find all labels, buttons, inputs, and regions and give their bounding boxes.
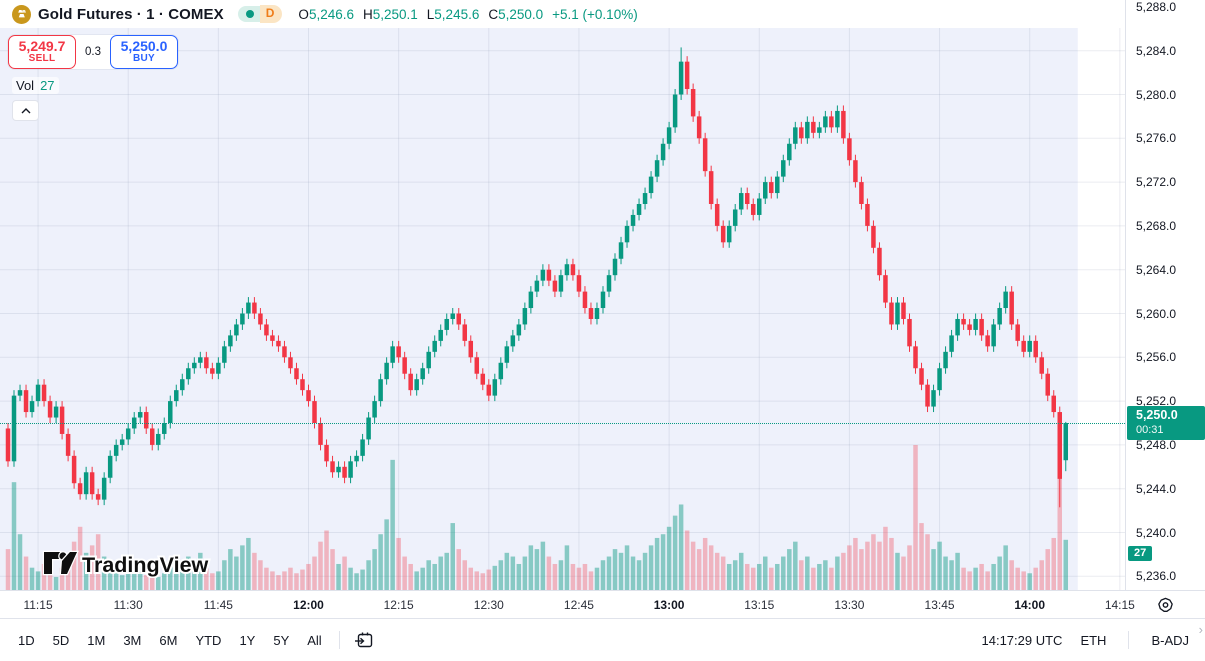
axis-settings-gear-icon[interactable] [1156,596,1175,619]
sell-button[interactable]: 5,249.7 SELL [8,35,76,69]
ohlc-values: O5,246.6 H5,250.1 L5,245.6 C5,250.0 +5.1… [298,6,638,22]
chevron-up-icon [21,107,30,113]
volume-indicator-row[interactable]: Vol 27 [12,77,59,94]
time-tick-label: 14:00 [1014,598,1046,612]
calendar-arrow-icon [354,632,372,648]
toolbar-divider [338,631,340,649]
time-tick-label: 11:45 [203,598,233,612]
range-button-YTD[interactable]: YTD [187,629,229,652]
range-button-All[interactable]: All [299,629,329,652]
current-price-line [0,423,1125,424]
chevron-right-icon[interactable]: › [1198,622,1203,637]
change-value: +5.1 (+0.10%) [552,6,638,22]
go-to-date-button[interactable] [348,628,380,652]
low-value: 5,245.6 [434,6,480,22]
volume-value: 27 [40,78,55,93]
price-tick-label: 5,240.0 [1136,525,1177,540]
bottom-toolbar: 1D 5D 1M 3M 6M YTD 1Y 5Y All 14:17:29 UTC ETH B-… [0,618,1205,661]
back-adjust-toggle[interactable]: B-ADJ [1151,632,1189,648]
price-tick-label: 5,280.0 [1136,87,1177,102]
price-tick-label: 5,248.0 [1136,437,1177,452]
toolbar-right-group: 14:17:29 UTC ETH B-ADJ [982,631,1205,649]
toolbar-divider [1128,631,1130,649]
time-tick-label: 12:15 [383,598,414,612]
range-button-5D[interactable]: 5D [45,629,78,652]
spread-value: 0.3 [85,46,101,58]
price-tick-label: 5,264.0 [1136,262,1177,277]
time-tick-label: 13:30 [834,598,865,612]
time-tick-label: 12:45 [563,598,594,612]
time-tick-label: 11:30 [113,598,143,612]
time-tick-label: 13:15 [744,598,775,612]
price-tick-label: 5,284.0 [1136,43,1177,58]
price-tick-label: 5,272.0 [1136,175,1177,190]
chart-header: Gold Futures · 1 · COMEX D O5,246.6 H5,2… [0,0,1125,28]
tradingview-watermark: TradingView [42,548,238,578]
price-tick-label: 5,288.0 [1136,0,1177,14]
market-status-pill[interactable]: D [237,5,283,23]
tradingview-logo-icon [42,550,79,576]
range-button-1Y[interactable]: 1Y [231,629,263,652]
time-tick-label: 13:45 [924,598,955,612]
range-button-6M[interactable]: 6M [151,629,185,652]
symbol-logo-icon[interactable] [12,4,31,24]
open-value: 5,246.6 [308,6,354,22]
price-tick-label: 5,252.0 [1136,394,1177,409]
price-tick-label: 5,268.0 [1136,218,1177,233]
collapse-panel-button[interactable] [12,100,39,121]
price-tick-label: 5,260.0 [1136,306,1177,321]
current-price-badge: 5,250.0 00:31 [1127,406,1205,441]
time-tick-label: 11:15 [23,598,53,612]
price-tick-label: 5,244.0 [1136,481,1177,496]
time-axis[interactable]: 11:15 11:30 11:45 12:00 12:15 12:30 12:45 13:00… [0,590,1205,618]
bar-countdown: 00:31 [1136,423,1164,436]
buy-price: 5,250.0 [120,38,168,55]
session-eth-toggle[interactable]: ETH [1080,632,1107,648]
volume-label: Vol [16,78,35,93]
range-button-5Y[interactable]: 5Y [265,629,297,652]
volume-axis-badge: 27 [1128,546,1153,561]
range-button-1M[interactable]: 1M [79,629,113,652]
time-tick-label: 12:30 [473,598,504,612]
trade-panel: 5,249.7 SELL 0.3 5,250.0 BUY [8,35,178,69]
current-price-value: 5,250.0 [1136,408,1178,422]
time-tick-label: 13:00 [653,598,685,612]
data-mode-badge[interactable]: D [259,5,283,23]
price-tick-label: 5,256.0 [1136,350,1177,365]
candlestick-chart[interactable] [0,0,1125,590]
close-value: 5,250.0 [498,6,544,22]
chart-pane[interactable]: TradingView [0,0,1125,590]
sell-price: 5,249.7 [18,38,66,55]
range-button-1D[interactable]: 1D [10,629,43,652]
range-buttons: 1D 5D 1M 3M 6M YTD 1Y 5Y All [0,629,331,652]
symbol-title[interactable]: Gold Futures · 1 · COMEX [38,5,224,23]
time-tick-label: 12:00 [293,598,324,612]
buy-button[interactable]: 5,250.0 BUY [110,35,178,69]
svg-text:TradingView: TradingView [82,553,209,577]
high-value: 5,250.1 [372,6,418,22]
price-axis[interactable]: 5,288.0 5,284.0 5,280.0 5,276.0 5,272.0 5,268… [1125,0,1205,590]
market-open-dot-icon [245,10,254,18]
clock-utc[interactable]: 14:17:29 UTC [981,632,1063,648]
range-button-3M[interactable]: 3M [115,629,149,652]
time-tick-label: 14:15 [1104,598,1135,612]
price-tick-label: 5,236.0 [1136,569,1177,584]
price-tick-label: 5,276.0 [1136,131,1177,146]
